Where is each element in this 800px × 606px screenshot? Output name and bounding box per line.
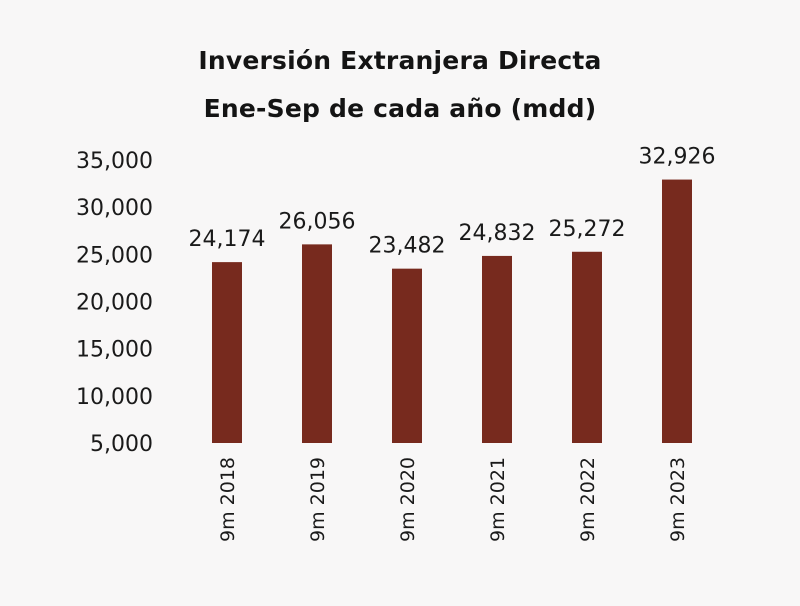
bar xyxy=(392,268,422,443)
x-tick-label: 9m 2019 xyxy=(307,457,329,542)
x-tick-label: 9m 2018 xyxy=(217,457,239,542)
chart-title: Inversión Extranjera Directa xyxy=(198,46,602,75)
x-tick-label: 9m 2021 xyxy=(487,457,509,542)
x-tick-label: 9m 2022 xyxy=(577,457,599,542)
bar xyxy=(302,244,332,443)
data-label: 25,272 xyxy=(549,217,626,242)
x-tick-label: 9m 2020 xyxy=(397,457,419,542)
chart-subtitle: Ene-Sep de cada año (mdd) xyxy=(203,94,597,123)
y-tick-label: 35,000 xyxy=(76,149,153,174)
bar xyxy=(482,255,512,443)
bar xyxy=(572,251,602,443)
bar xyxy=(212,262,242,443)
data-label: 26,056 xyxy=(279,209,356,234)
data-label: 24,832 xyxy=(459,221,536,246)
y-tick-label: 20,000 xyxy=(76,291,153,316)
y-tick-label: 10,000 xyxy=(76,385,153,410)
data-label: 32,926 xyxy=(639,145,716,170)
bar xyxy=(662,179,692,443)
data-label: 24,174 xyxy=(189,227,266,252)
data-label: 23,482 xyxy=(369,234,446,259)
y-tick-label: 5,000 xyxy=(90,432,153,457)
y-tick-label: 25,000 xyxy=(76,243,153,268)
y-tick-label: 15,000 xyxy=(76,338,153,363)
x-tick-label: 9m 2023 xyxy=(667,457,689,542)
y-tick-label: 30,000 xyxy=(76,196,153,221)
